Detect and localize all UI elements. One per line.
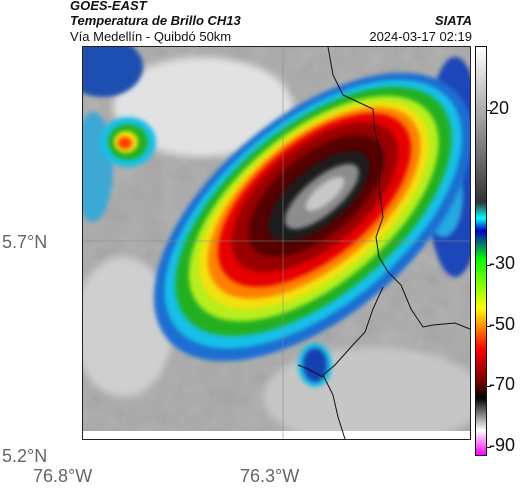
colorbar-tick-label: -70 — [489, 374, 516, 394]
lon-label: 76.3°W — [240, 466, 300, 486]
storm-system — [153, 72, 470, 362]
datetime-label: 2024-03-17 02:19 — [369, 29, 472, 44]
region-label: Vía Medellín - Quibdó 50km — [70, 29, 232, 44]
agency-label: SIATA — [434, 13, 472, 28]
boundary-line — [327, 47, 470, 330]
colorbar — [475, 46, 487, 456]
colorbar-tick-label: -90 — [489, 435, 516, 455]
boundary-line — [297, 364, 324, 378]
colorbar-tick-label: -30 — [489, 253, 516, 273]
storm-cell-small — [100, 117, 156, 167]
product-title: Temperatura de Brillo CH13 — [70, 13, 241, 28]
colorbar-tick-mark — [486, 110, 491, 111]
colorbar-tick-mark — [486, 447, 491, 448]
satellite-name: GOES-EAST — [70, 0, 147, 13]
map-header: GOES-EAST Temperatura de Brillo CH13 Vía… — [70, 0, 472, 45]
map-bottom-strip — [83, 431, 470, 439]
colorbar-tick-mark — [486, 386, 491, 387]
lat-label: 5.2°N — [2, 446, 48, 466]
boundary-line — [322, 286, 384, 439]
colorbar-tick-label: 20 — [489, 98, 510, 118]
cloud-patch — [83, 257, 173, 397]
storm-cell-lower — [298, 343, 332, 387]
colorbar-tick-label: -50 — [489, 314, 516, 334]
colorbar-tick-mark — [486, 326, 491, 327]
lat-label: 5.7°N — [2, 232, 48, 252]
cloud-patch — [113, 57, 293, 157]
map-canvas — [83, 47, 470, 439]
colorbar-tick-mark — [486, 265, 491, 266]
lon-label: 76.8°W — [33, 466, 93, 486]
satellite-map[interactable] — [82, 46, 471, 440]
cold-cloud-patch — [83, 47, 143, 97]
